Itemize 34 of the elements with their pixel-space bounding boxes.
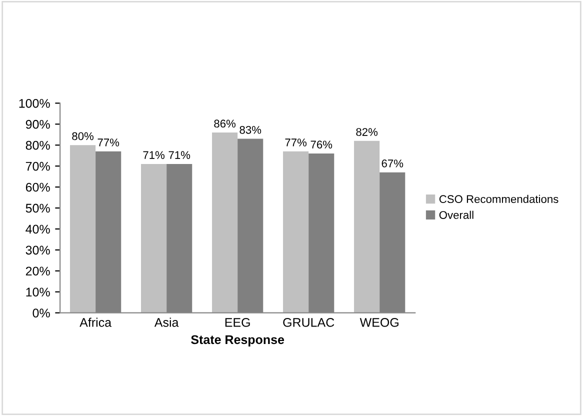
y-tick-label: 50%: [26, 204, 50, 213]
x-tick-label: EEG: [225, 318, 250, 327]
y-tick-label: 30%: [26, 246, 50, 255]
y-tick-label: 80%: [26, 140, 50, 150]
data-label: 67%: [382, 160, 404, 168]
y-tick-label: 10%: [26, 288, 50, 297]
x-tick-label: Africa: [80, 318, 112, 327]
bar: [283, 151, 309, 313]
y-tick-label: 0%: [32, 308, 50, 318]
legend-label: Overall: [439, 210, 474, 219]
bar: [141, 164, 167, 313]
data-label: 80%: [72, 132, 94, 140]
y-tick-label: 60%: [26, 182, 50, 192]
y-tick-label: 100%: [19, 98, 50, 108]
x-tick-label: Asia: [154, 318, 179, 327]
data-label: 86%: [214, 120, 236, 128]
x-tick-label: WEOG: [360, 318, 398, 327]
bar: [212, 132, 238, 313]
data-label: 77%: [285, 138, 307, 146]
data-label: 83%: [240, 126, 262, 134]
data-label: 71%: [168, 151, 190, 159]
bar: [70, 145, 96, 313]
data-label: 82%: [356, 128, 378, 136]
y-tick-label: 70%: [26, 162, 50, 171]
legend-label: CSO Recommendations: [439, 194, 558, 204]
y-tick-label: 90%: [26, 120, 50, 129]
y-tick-label: 40%: [26, 224, 50, 234]
data-label: 77%: [98, 138, 120, 146]
x-tick-label: GRULAC: [283, 318, 334, 327]
data-label: 76%: [310, 140, 332, 149]
y-tick-label: 20%: [26, 266, 50, 276]
bar: [354, 140, 380, 313]
data-label: 71%: [143, 151, 165, 159]
x-axis-title: State Response: [191, 335, 284, 347]
